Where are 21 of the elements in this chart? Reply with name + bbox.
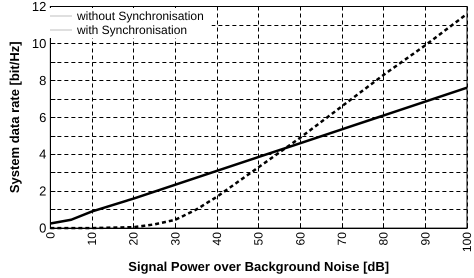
x-tick-label: 60 <box>293 232 308 246</box>
legend-label: without Synchronisation <box>76 9 204 23</box>
x-tick-label: 30 <box>168 232 182 246</box>
y-tick-label: 4 <box>39 146 46 162</box>
y-axis-title: System data rate [bit/Hz] <box>7 41 22 194</box>
y-tick-label: 8 <box>39 72 46 88</box>
x-tick-label: 40 <box>210 232 224 246</box>
x-tick-label: 70 <box>335 232 350 246</box>
x-tick-label: 20 <box>126 232 141 246</box>
x-tick-label: 10 <box>85 232 100 246</box>
y-tick-label: 12 <box>32 0 46 14</box>
x-tick-label: 100 <box>460 232 474 252</box>
y-tick-label: 6 <box>39 110 46 125</box>
x-tick-label: 50 <box>252 232 266 246</box>
legend-label: with Synchronisation <box>76 23 188 37</box>
x-tick-label: 80 <box>376 232 391 246</box>
y-tick-label: 10 <box>32 36 46 51</box>
x-tick-label: 90 <box>418 232 432 246</box>
x-axis-title: Signal Power over Background Noise [dB] <box>128 259 390 274</box>
y-tick-label: 2 <box>39 184 46 199</box>
y-tick-label: 0 <box>39 220 46 236</box>
